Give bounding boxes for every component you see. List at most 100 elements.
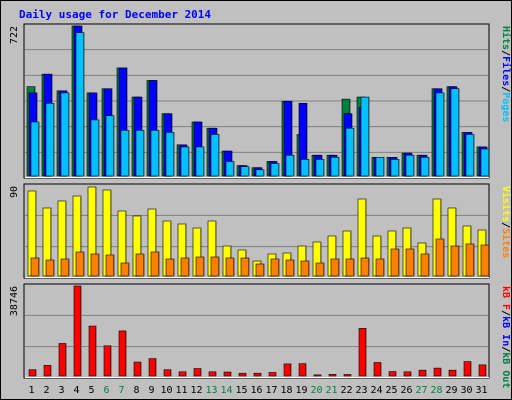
x-tick-label-day-13: 13 — [205, 385, 217, 396]
bar-pages-day-25-body — [390, 159, 400, 177]
bar-pages-day-30-body — [465, 134, 475, 177]
bar-pages-day-28 — [435, 92, 445, 177]
bar-kbytes-day-11-body — [178, 371, 187, 377]
bar-kbytes-day-19 — [298, 363, 307, 377]
bar-kbytes-day-10 — [163, 369, 172, 377]
x-tick-label-day-29: 29 — [445, 385, 457, 396]
bar-kbytes-day-9-body — [148, 358, 157, 377]
bar-pages-day-5 — [90, 119, 100, 177]
bar-sites-day-24 — [375, 258, 385, 277]
legend-entry: / — [500, 310, 511, 316]
bar-sites-day-31-body — [480, 244, 490, 277]
bar-sites-day-15 — [240, 257, 250, 277]
bar-pages-day-9-body — [150, 129, 160, 177]
bar-kbytes-day-7-body — [118, 330, 127, 377]
bar-kbytes-day-31-body — [478, 364, 487, 377]
legend-entry: Files — [500, 56, 512, 86]
legend-entry: / — [500, 50, 511, 56]
x-tick-label-day-5: 5 — [88, 385, 94, 396]
bar-kbytes-day-13 — [208, 371, 217, 377]
bar-pages-day-2 — [45, 102, 55, 177]
bar-sites-day-27 — [420, 253, 430, 277]
x-tick-label-day-12: 12 — [190, 385, 202, 396]
bar-pages-day-15 — [240, 166, 250, 177]
bar-sites-day-12 — [195, 256, 205, 277]
bar-sites-day-22-body — [345, 258, 355, 277]
bar-kbytes-day-8 — [133, 361, 142, 377]
bar-sites-day-30-body — [465, 243, 475, 277]
bar-pages-day-13 — [210, 134, 220, 177]
legend-entry: / — [500, 86, 511, 92]
bar-kbytes-day-27-body — [418, 369, 427, 377]
bar-sites-day-13 — [210, 256, 220, 277]
bar-pages-day-28-body — [435, 92, 445, 177]
bar-kbytes-day-15-body — [238, 372, 247, 377]
legend-entry: Hits — [500, 26, 512, 50]
bar-kbytes-day-18-body — [283, 363, 292, 377]
bar-kbytes-day-22 — [343, 374, 352, 377]
bar-pages-day-13-body — [210, 134, 220, 177]
bar-pages-day-24 — [375, 157, 385, 177]
bar-pages-day-19-body — [300, 159, 310, 177]
legend-entry: kB Out — [500, 352, 511, 388]
bar-sites-day-3 — [60, 258, 70, 277]
bar-sites-day-20-body — [315, 262, 325, 277]
bar-pages-day-10 — [165, 132, 175, 177]
bar-sites-day-23 — [360, 257, 370, 277]
bar-sites-day-31 — [480, 244, 490, 277]
bar-sites-day-1-body — [30, 257, 40, 277]
bar-kbytes-day-23-body — [358, 328, 367, 377]
bar-pages-day-1-body — [30, 121, 40, 177]
bar-kbytes-day-29 — [448, 369, 457, 377]
bar-pages-day-29 — [450, 88, 460, 177]
bar-kbytes-day-17-body — [268, 372, 277, 377]
bar-sites-day-29-body — [450, 245, 460, 277]
bar-pages-day-7-body — [120, 129, 130, 177]
bar-kbytes-day-12 — [193, 368, 202, 377]
bar-sites-day-26-body — [405, 248, 415, 277]
bar-sites-day-21 — [330, 258, 340, 277]
bar-kbytes-day-2-body — [43, 365, 52, 377]
x-tick-label-day-24: 24 — [370, 385, 382, 396]
bar-kbytes-day-25 — [388, 371, 397, 377]
bar-kbytes-day-14 — [223, 371, 232, 377]
bar-pages-day-11 — [180, 146, 190, 177]
panel-top-scale-label: 722 — [9, 26, 20, 44]
bar-sites-day-28 — [435, 238, 445, 277]
bar-sites-day-8 — [135, 253, 145, 277]
bar-sites-day-5-body — [90, 253, 100, 277]
bar-kbytes-day-22-body — [343, 374, 352, 377]
bar-pages-day-18-body — [285, 154, 295, 177]
x-tick-label-day-9: 9 — [148, 385, 154, 396]
bar-kbytes-day-14-body — [223, 371, 232, 377]
bar-pages-day-7 — [120, 129, 130, 177]
bar-kbytes-day-8-body — [133, 361, 142, 377]
bar-kbytes-day-21 — [328, 374, 337, 377]
x-tick-label-day-27: 27 — [415, 385, 427, 396]
bar-pages-day-23-body — [360, 96, 370, 177]
legend-entry: / — [500, 346, 511, 352]
bar-sites-day-9-body — [150, 251, 160, 277]
x-tick-label-day-17: 17 — [265, 385, 277, 396]
bar-sites-day-4 — [75, 251, 85, 277]
x-tick-label-day-16: 16 — [250, 385, 262, 396]
bar-pages-day-9 — [150, 129, 160, 177]
bar-sites-day-19-body — [300, 260, 310, 277]
panel-bottom-legend: kB F/kB In/kB Out — [500, 286, 511, 388]
bar-sites-day-6-body — [105, 254, 115, 277]
bar-pages-day-31-body — [480, 148, 490, 177]
legend-entry: / — [500, 222, 511, 228]
bar-sites-day-10-body — [165, 258, 175, 277]
bar-kbytes-day-25-body — [388, 371, 397, 377]
bar-sites-day-6 — [105, 254, 115, 277]
bar-kbytes-day-7 — [118, 330, 127, 377]
bar-kbytes-day-2 — [43, 365, 52, 377]
bar-sites-day-8-body — [135, 253, 145, 277]
bar-sites-day-29 — [450, 245, 460, 277]
legend-entry: Pages — [500, 92, 511, 122]
bar-sites-day-12-body — [195, 256, 205, 277]
bar-sites-day-9 — [150, 251, 160, 277]
bar-sites-day-14 — [225, 257, 235, 277]
